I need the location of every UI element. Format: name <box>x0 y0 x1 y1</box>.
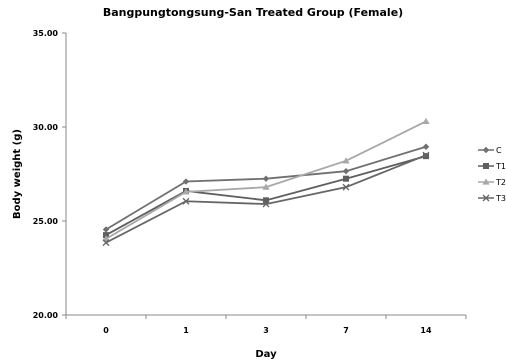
legend-marker <box>482 194 490 202</box>
series-layer <box>102 117 430 247</box>
data-point <box>342 157 350 164</box>
x-axis-ticks: 0 1 3 7 14 <box>65 315 467 335</box>
x-marker-stroke <box>182 197 190 205</box>
data-point <box>422 143 430 150</box>
data-point <box>262 175 270 182</box>
legend-item: T3 <box>478 194 506 203</box>
x-marker-stroke <box>482 194 490 202</box>
series-t3 <box>102 151 430 247</box>
chart-title: Bangpungtongsung-San Treated Group (Fema… <box>103 6 403 19</box>
data-point <box>343 175 349 182</box>
data-point <box>262 183 270 190</box>
y-axis-label: Body weight (g) <box>12 129 23 219</box>
data-point <box>182 178 190 185</box>
data-point <box>182 197 190 205</box>
x-axis-label: Day <box>255 349 277 360</box>
legend-item: C <box>478 146 502 155</box>
y-tick-label: 25.00 <box>33 217 59 226</box>
data-point <box>102 226 110 233</box>
y-tick-label: 30.00 <box>33 123 59 132</box>
series-t1 <box>103 153 429 239</box>
legend-marker <box>482 178 490 185</box>
data-point <box>102 239 110 247</box>
plot-area <box>65 33 466 316</box>
y-axis-ticks: 20.00 25.00 30.00 35.00 <box>33 29 66 320</box>
series-c <box>102 143 430 233</box>
x-marker-stroke <box>342 183 350 191</box>
x-tick-label: 0 <box>103 326 109 335</box>
data-point <box>342 167 350 175</box>
data-point <box>342 183 350 191</box>
data-point <box>422 151 430 159</box>
y-tick-label: 35.00 <box>33 29 59 38</box>
data-point <box>182 188 190 195</box>
x-marker-stroke <box>422 151 430 159</box>
x-tick-label: 3 <box>263 326 269 335</box>
legend-label: T2 <box>495 178 506 187</box>
legend-label: C <box>496 146 502 155</box>
data-point <box>263 197 269 204</box>
legend-item: T1 <box>478 162 506 171</box>
legend: C T1 T2 T3 <box>478 146 506 203</box>
legend-label: T3 <box>495 194 506 203</box>
series-line <box>105 155 427 236</box>
legend-label: T1 <box>495 162 506 171</box>
legend-item: T2 <box>478 178 506 187</box>
y-tick-label: 20.00 <box>33 311 59 320</box>
x-marker-stroke <box>262 200 270 208</box>
x-tick-label: 1 <box>183 326 189 335</box>
data-point <box>103 232 109 239</box>
legend-marker <box>483 163 489 169</box>
data-point <box>262 200 270 208</box>
legend-marker <box>482 146 490 154</box>
x-marker-stroke <box>102 239 110 247</box>
x-tick-label: 14 <box>420 326 432 335</box>
data-point <box>422 117 430 124</box>
x-tick-label: 7 <box>343 326 349 335</box>
